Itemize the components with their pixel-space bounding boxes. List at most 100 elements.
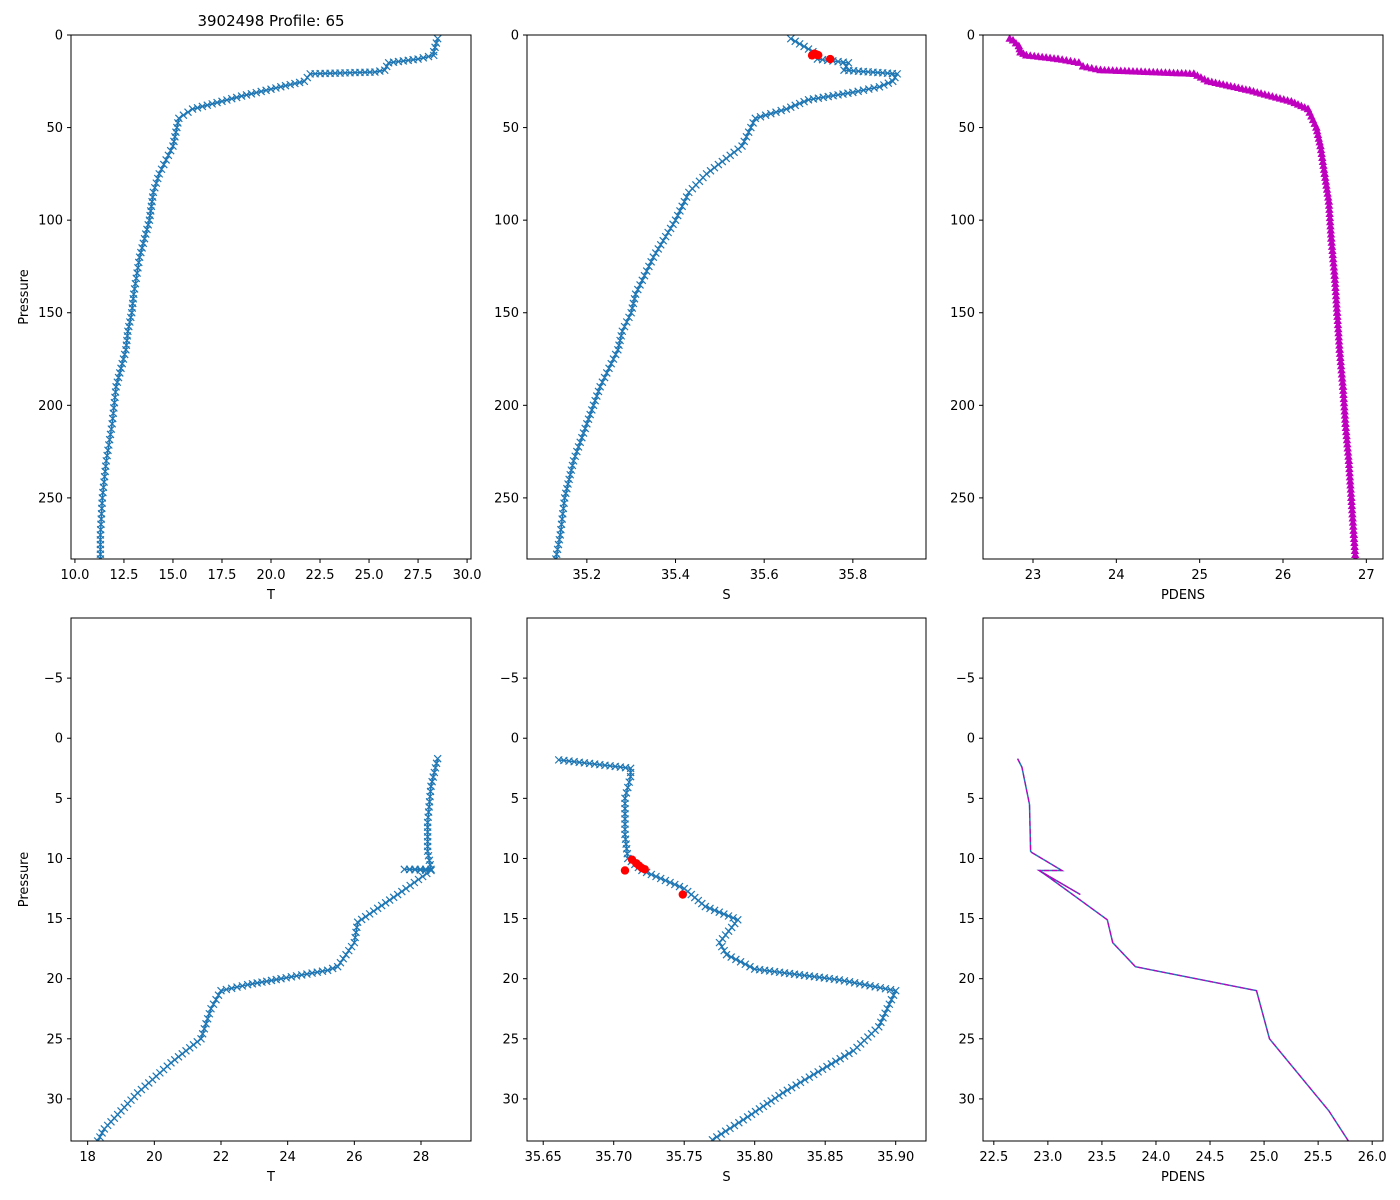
data-point-x [551, 555, 560, 559]
data-point-x [845, 1049, 853, 1058]
data-point-x [237, 92, 246, 101]
data-point-triangle [1312, 123, 1321, 131]
y-tick-label: 150 [950, 306, 975, 321]
data-point-x [98, 1129, 107, 1137]
data-point-triangle [1326, 225, 1335, 234]
data-point-x [654, 245, 663, 253]
data-point-x [252, 88, 261, 97]
data-point-triangle [1340, 406, 1349, 415]
data-point-triangle [1326, 221, 1335, 230]
data-point-triangle [1318, 153, 1327, 161]
x-tick-label: 24.0 [1141, 1150, 1170, 1165]
data-point-x [431, 763, 440, 772]
data-point-x [162, 156, 171, 164]
data-point-x [823, 1062, 831, 1071]
data-point-triangle [1338, 374, 1347, 382]
data-point-triangle [1317, 149, 1326, 158]
data-point-triangle [1339, 390, 1348, 399]
data-point-x [656, 874, 665, 883]
data-point-x [791, 101, 800, 110]
y-tick-label: 0 [511, 29, 519, 44]
data-point-triangle [1349, 522, 1358, 530]
data-point-x [410, 878, 419, 887]
y-tick-label: 30 [502, 1092, 519, 1107]
data-point-x [115, 368, 124, 377]
data-point-x [669, 220, 677, 229]
data-point-x [710, 906, 719, 915]
data-point-x [844, 58, 853, 67]
data-point-triangle [1349, 526, 1358, 534]
data-point-x [217, 986, 225, 995]
data-point-triangle [1324, 197, 1334, 205]
x-axis-label: S [722, 1170, 730, 1185]
data-point-triangle [1314, 134, 1324, 142]
data-point-x [247, 89, 256, 98]
data-point-x [209, 1000, 218, 1009]
y-tick-label: 250 [950, 491, 975, 506]
x-tick-label: 25.5 [1304, 1150, 1333, 1165]
data-point-x [198, 102, 207, 111]
data-point-x [775, 1091, 783, 1100]
data-point-x [755, 1105, 764, 1113]
data-point-x [93, 1137, 102, 1141]
subplot-bottom-temperature: 18 20 22 24 26 28 −5 0 5 10 15 20 25 30 T Pressure [17, 617, 472, 1185]
data-point-x [561, 489, 570, 498]
data-point-triangle [1325, 205, 1334, 213]
data-point-triangle [1352, 554, 1359, 559]
x-tick-label: 35.65 [525, 1150, 562, 1165]
plot-area [554, 755, 900, 1141]
data-point-x [350, 938, 359, 947]
data-point-x [800, 97, 809, 106]
data-point-x [666, 878, 675, 887]
data-point-x [746, 962, 754, 971]
y-axis-label: Pressure [17, 269, 32, 325]
data-point-x [153, 174, 162, 183]
data-point-x [644, 262, 653, 271]
data-point-x [630, 294, 639, 303]
data-point-triangle [1350, 538, 1359, 546]
data-point-x [885, 1000, 894, 1009]
data-point-x [625, 313, 633, 322]
data-point-triangle [1350, 542, 1359, 550]
data-point-x [740, 137, 749, 146]
data-point-x [218, 97, 226, 106]
data-point-triangle [1316, 145, 1326, 154]
data-point-x [113, 378, 122, 387]
data-point-triangle [1332, 300, 1341, 308]
data-point-triangle [1321, 177, 1331, 185]
data-point-triangle [1332, 304, 1342, 312]
data-point-x [818, 1065, 827, 1074]
data-point-x [827, 1060, 836, 1068]
data-point-triangle [1336, 357, 1345, 366]
y-tick-label: 200 [494, 399, 519, 414]
data-point-triangle [1347, 501, 1357, 510]
data-point-triangle [1328, 254, 1338, 263]
data-point-x [127, 308, 136, 317]
data-point-x [729, 913, 738, 922]
x-tick-label: 18 [79, 1150, 96, 1165]
data-point-x [155, 169, 164, 178]
data-point-x [361, 912, 370, 921]
data-point-x [140, 234, 149, 243]
data-point-triangle [1342, 435, 1352, 444]
data-point-x [675, 882, 684, 891]
data-point-x [141, 230, 150, 238]
chart-title: 3902498 Profile: 65 [197, 12, 344, 30]
x-tick-label: 35.4 [661, 568, 690, 583]
y-tick-label: 10 [958, 852, 975, 867]
axes-frame [526, 617, 927, 1142]
data-point-x [611, 350, 620, 359]
data-point-x [429, 773, 438, 782]
data-point-triangle [1321, 173, 1330, 181]
data-point-x [138, 244, 147, 252]
data-point-x [792, 1081, 801, 1089]
data-point-triangle [1350, 546, 1360, 554]
data-point-triangle [1338, 378, 1347, 386]
data-point-x [887, 995, 896, 1004]
data-point-triangle [1343, 444, 1352, 452]
data-point-x [763, 1099, 772, 1108]
data-point-x [562, 484, 571, 493]
data-point-x [731, 955, 740, 964]
data-point-triangle [1325, 213, 1335, 222]
data-point-x [571, 452, 580, 461]
